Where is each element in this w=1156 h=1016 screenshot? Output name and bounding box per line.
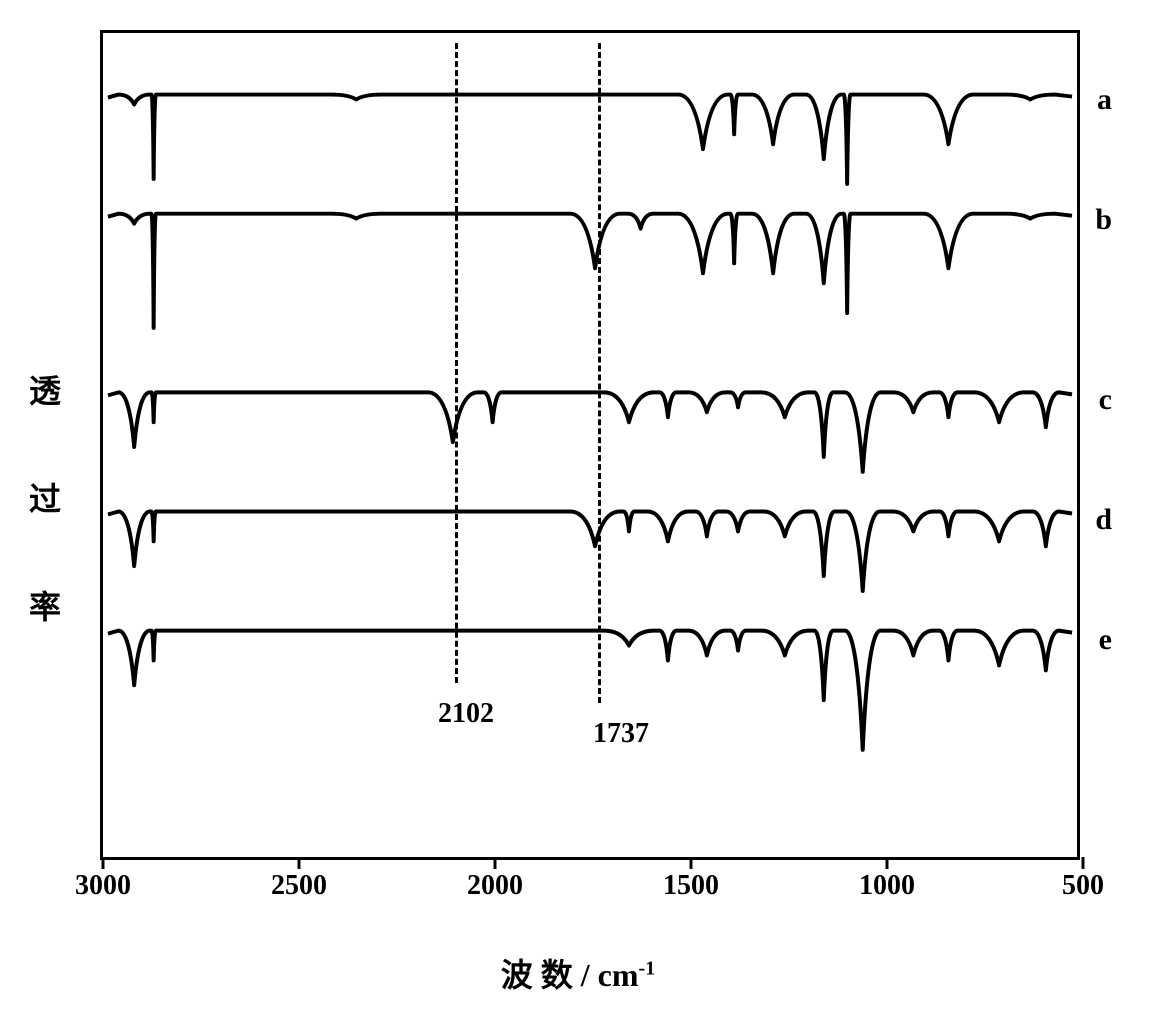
series-label-b: b [1095, 203, 1112, 237]
x-tick-label: 500 [1062, 870, 1104, 902]
series-label-e: e [1099, 623, 1112, 657]
ftir-chart: 透 过 率 3000 2500 2000 1500 1000 500 a b c d e 2102… [0, 0, 1156, 1016]
x-tick [1082, 857, 1085, 869]
refline-1737 [598, 43, 601, 703]
x-tick [102, 857, 105, 869]
peak-label-1737: 1737 [593, 718, 649, 750]
spectra-svg [103, 33, 1077, 857]
y-axis-label: 透 过 率 [20, 374, 66, 642]
x-tick-label: 3000 [75, 870, 131, 902]
series-label-a: a [1097, 83, 1112, 117]
x-tick [494, 857, 497, 869]
x-tick-label: 2500 [271, 870, 327, 902]
spectrum-c [108, 392, 1072, 471]
x-tick-label: 2000 [467, 870, 523, 902]
spectrum-e [108, 631, 1072, 750]
series-label-d: d [1095, 503, 1112, 537]
x-tick [886, 857, 889, 869]
spectrum-a [108, 95, 1072, 184]
refline-2102 [455, 43, 458, 683]
spectrum-d [108, 512, 1072, 591]
peak-label-2102: 2102 [438, 698, 494, 730]
x-axis-label: 波 数 / cm-1 [501, 950, 655, 996]
x-tick-label: 1500 [663, 870, 719, 902]
x-tick [690, 857, 693, 869]
spectrum-b [108, 214, 1072, 328]
plot-area: 30002500200015001000500 abcde 21021737 [100, 30, 1080, 860]
x-tick-label: 1000 [859, 870, 915, 902]
series-label-c: c [1099, 383, 1112, 417]
x-tick [298, 857, 301, 869]
